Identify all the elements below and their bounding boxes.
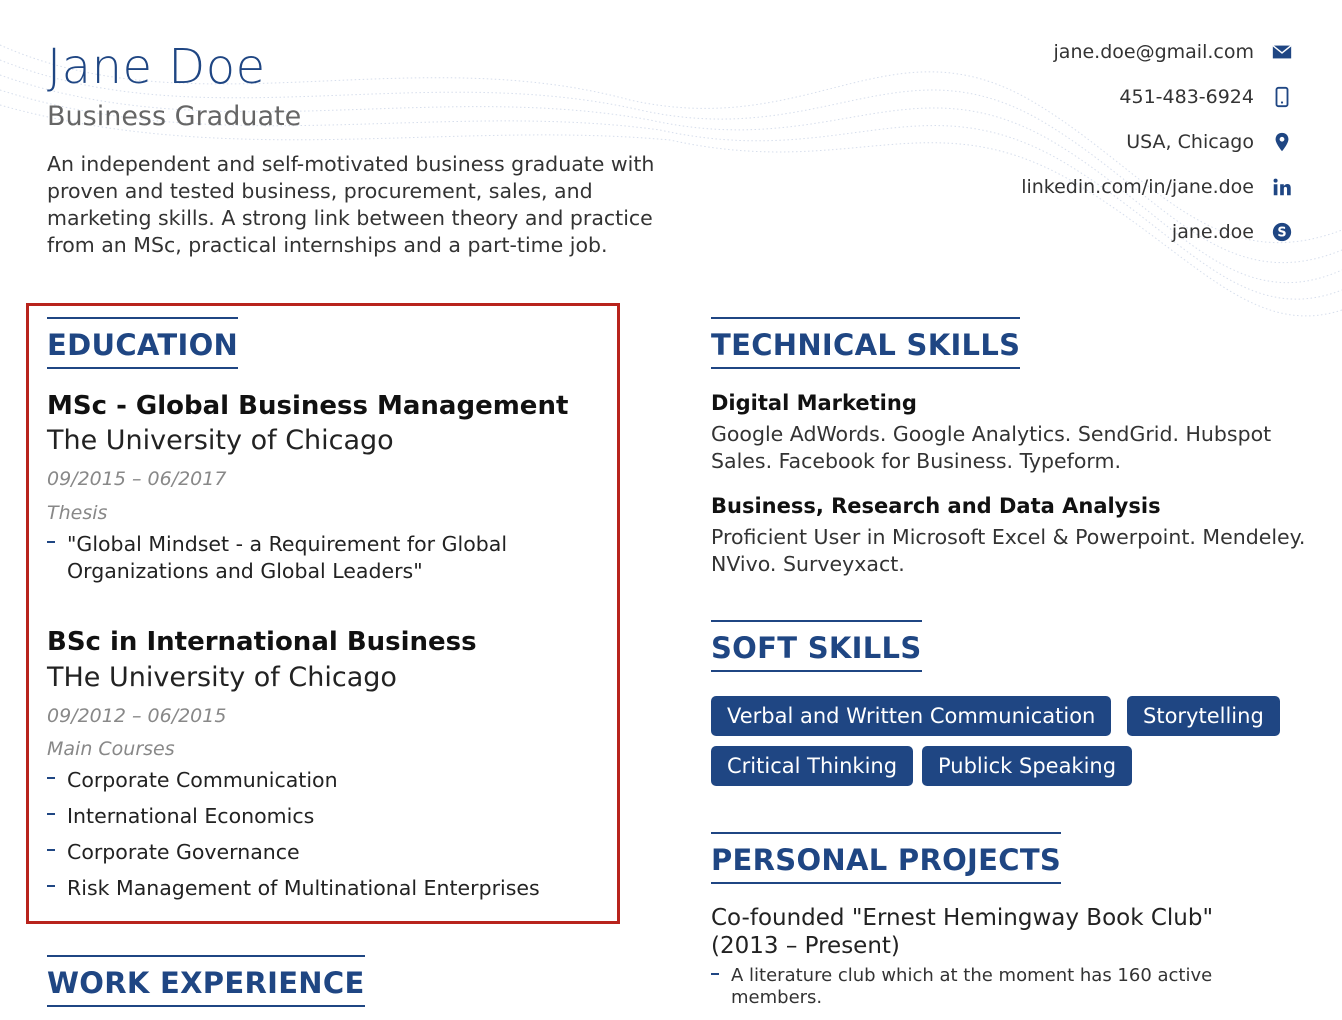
envelope-icon [1270, 40, 1294, 64]
heading-rule-bottom [711, 670, 922, 672]
technical-skills-title: TECHNICAL SKILLS [711, 328, 1021, 362]
heading-rule-bottom [47, 367, 239, 369]
degree-dates: 09/2012 – 06/2015 [47, 705, 227, 727]
course-item: Corporate Communication [47, 767, 338, 794]
contact-skype[interactable]: jane.doe S [1172, 220, 1294, 244]
candidate-role: Business Graduate [47, 101, 302, 132]
skill-chip: Publick Speaking [922, 746, 1133, 786]
heading-rule-top [711, 620, 922, 622]
work-experience-heading: WORK EXPERIENCE [47, 955, 365, 1007]
technical-skills-heading: TECHNICAL SKILLS [711, 317, 1021, 369]
thesis-item: "Global Mindset - a Requirement for Glob… [47, 531, 587, 585]
svg-text:S: S [1277, 226, 1286, 241]
personal-projects-heading: PERSONAL PROJECTS [711, 832, 1062, 884]
school-name: The University of Chicago [47, 425, 394, 456]
skill-chip: Verbal and Written Communication [711, 696, 1112, 736]
education-highlight-box [26, 303, 620, 924]
degree-title: BSc in International Business [47, 627, 477, 657]
degree-title: MSc - Global Business Management [47, 391, 569, 421]
project-title: Co-founded "Ernest Hemingway Book Club" … [711, 905, 1214, 959]
location-pin-icon [1270, 130, 1294, 154]
skill-chip: Storytelling [1127, 696, 1280, 736]
contact-email-text[interactable]: jane.doe@gmail.com [1053, 41, 1254, 63]
soft-skills-heading: SOFT SKILLS [711, 620, 922, 672]
contact-linkedin[interactable]: linkedin.com/in/jane.doe [1021, 175, 1294, 199]
course-item: Corporate Governance [47, 839, 300, 866]
course-item: International Economics [47, 803, 314, 830]
candidate-name: Jane Doe [47, 39, 266, 95]
contact-linkedin-text[interactable]: linkedin.com/in/jane.doe [1021, 176, 1254, 198]
contact-email[interactable]: jane.doe@gmail.com [1054, 40, 1294, 64]
skill-group-text: Proficient User in Microsoft Excel & Pow… [711, 525, 1306, 576]
course-item: Risk Management of Multinational Enterpr… [47, 875, 540, 902]
heading-rule-top [711, 832, 1062, 834]
contact-location: USA, Chicago [1126, 130, 1294, 154]
skill-group-text: Google AdWords. Google Analytics. SendGr… [711, 422, 1272, 473]
heading-rule-top [47, 317, 239, 319]
contact-location-text: USA, Chicago [1126, 131, 1254, 153]
personal-projects-title: PERSONAL PROJECTS [711, 843, 1062, 877]
heading-rule-bottom [711, 367, 1021, 369]
profile-summary: An independent and self-motivated busine… [47, 152, 655, 257]
contact-skype-text[interactable]: jane.doe [1171, 221, 1254, 243]
education-heading: EDUCATION [47, 317, 239, 369]
phone-icon [1270, 85, 1294, 109]
courses-label: Main Courses [47, 738, 175, 760]
heading-rule-top [47, 955, 365, 957]
contact-phone-text[interactable]: 451-483-6924 [1119, 86, 1254, 108]
heading-rule-bottom [47, 1005, 365, 1007]
project-bullet: A literature club which at the moment ha… [711, 965, 1271, 1009]
skype-icon: S [1270, 220, 1294, 244]
linkedin-icon [1270, 175, 1294, 199]
degree-dates: 09/2015 – 06/2017 [47, 468, 227, 490]
skill-group-title: Digital Marketing [711, 391, 917, 415]
thesis-label: Thesis [47, 502, 108, 524]
school-name: THe University of Chicago [47, 662, 397, 693]
skill-group-title: Business, Research and Data Analysis [711, 494, 1161, 518]
contact-phone[interactable]: 451-483-6924 [1119, 85, 1294, 109]
soft-skills-title: SOFT SKILLS [711, 631, 922, 665]
skill-chip: Critical Thinking [711, 746, 914, 786]
heading-rule-bottom [711, 882, 1062, 884]
heading-rule-top [711, 317, 1021, 319]
education-title: EDUCATION [47, 328, 239, 362]
work-experience-title: WORK EXPERIENCE [47, 966, 365, 1000]
